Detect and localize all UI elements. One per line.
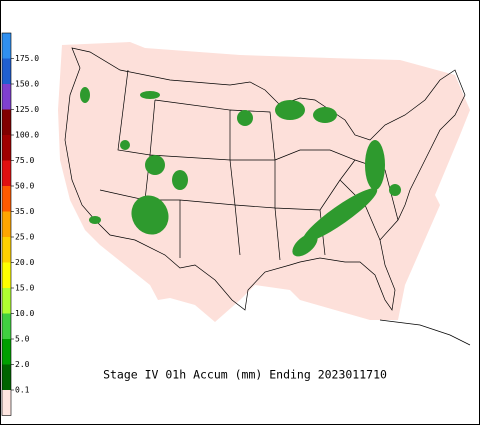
- legend-swatch: [2, 262, 11, 288]
- legend-border: [1, 32, 12, 416]
- legend-swatch: [2, 160, 11, 186]
- legend-swatch: [2, 313, 11, 339]
- legend-swatch: [2, 339, 11, 365]
- legend-label: 10.0: [15, 309, 34, 318]
- legend-swatch: [2, 211, 11, 237]
- legend-swatch: [2, 135, 11, 161]
- legend-swatch: [2, 58, 11, 84]
- legend-swatch: [2, 33, 11, 59]
- legend: 175.0 150.0 125.0 100.0 75.0 50.0 35.0 25.0 20.0…: [1, 32, 39, 416]
- legend-label: 125.0: [15, 105, 39, 114]
- legend-label: 100.0: [15, 131, 39, 140]
- legend-label: 15.0: [15, 284, 34, 293]
- legend-label: 175.0: [15, 54, 39, 63]
- legend-label: 5.0: [15, 335, 30, 344]
- legend-label: 20.0: [15, 258, 34, 267]
- caption: Stage IV 01h Accum (mm) Ending 202301171…: [103, 368, 387, 382]
- coverage-area: [58, 42, 470, 322]
- legend-swatch: [2, 288, 11, 314]
- legend-label: 0.1: [15, 386, 30, 395]
- legend-label: 35.0: [15, 207, 34, 216]
- legend-swatch: [2, 84, 11, 110]
- precipitation: [80, 87, 401, 257]
- legend-label: 2.0: [15, 360, 30, 369]
- legend-swatch: [2, 364, 11, 390]
- legend-label: 50.0: [15, 182, 34, 191]
- legend-swatch: [2, 186, 11, 212]
- legend-label: 25.0: [15, 233, 34, 242]
- legend-swatch: [2, 109, 11, 135]
- legend-swatch: [2, 390, 11, 416]
- legend-swatch: [2, 237, 11, 263]
- legend-label: 150.0: [15, 80, 39, 89]
- legend-label: 75.0: [15, 156, 34, 165]
